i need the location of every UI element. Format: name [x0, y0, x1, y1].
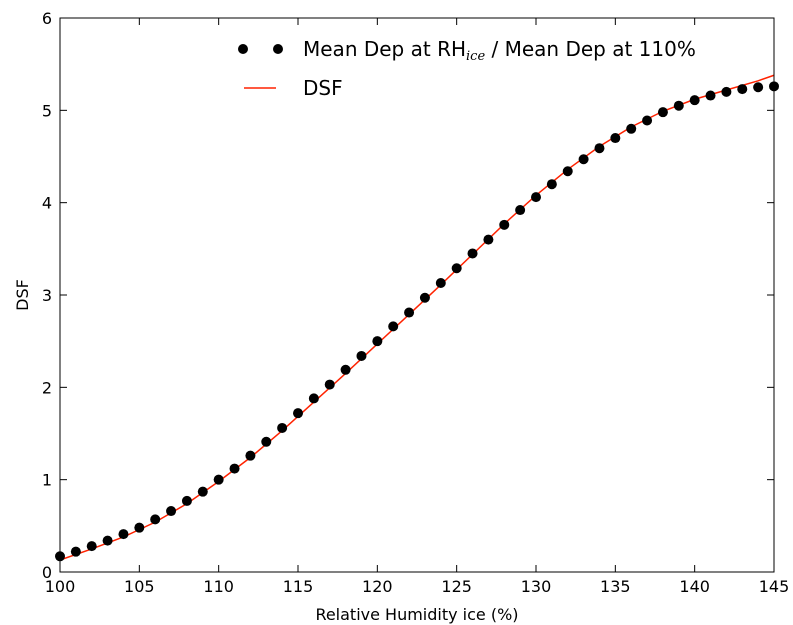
data-point — [181, 495, 192, 506]
data-point — [753, 82, 764, 93]
legend-entry-markers-suffix: / Mean Dep at 110% — [485, 37, 696, 61]
data-point — [451, 263, 462, 274]
x-tick-label: 105 — [124, 577, 155, 596]
x-tick-label: 100 — [45, 577, 76, 596]
data-point — [626, 123, 637, 134]
x-tick-label: 115 — [283, 577, 314, 596]
data-point — [531, 192, 541, 203]
data-point — [419, 292, 430, 303]
data-point — [610, 133, 621, 144]
data-point — [308, 393, 319, 404]
x-tick-label: 135 — [600, 577, 631, 596]
x-tick-label: 110 — [203, 577, 234, 596]
data-point — [737, 84, 748, 95]
data-point — [483, 234, 494, 245]
x-tick-label: 145 — [759, 577, 790, 596]
data-point — [689, 95, 700, 106]
x-tick-label: 130 — [521, 577, 552, 596]
x-tick-label: 125 — [441, 577, 472, 596]
plot-area — [60, 18, 774, 572]
data-point — [118, 529, 129, 540]
data-point — [150, 514, 161, 525]
data-point — [594, 143, 605, 154]
x-axis-label: Relative Humidity ice (%) — [315, 605, 518, 624]
legend-entry-line: DSF — [303, 76, 343, 100]
data-point — [277, 422, 288, 433]
data-point — [499, 219, 510, 230]
data-point — [721, 86, 732, 97]
data-point — [705, 90, 716, 101]
legend-entry-markers: Mean Dep at RHice / Mean Dep at 110% — [303, 37, 696, 64]
data-point — [324, 379, 335, 390]
y-tick-label: 6 — [42, 9, 52, 28]
legend-dot-marker — [273, 44, 283, 54]
data-point — [515, 205, 526, 216]
y-tick-label: 0 — [42, 563, 52, 582]
data-point — [134, 522, 145, 533]
data-point — [293, 408, 303, 419]
data-point — [86, 541, 97, 552]
data-point — [657, 107, 668, 118]
data-point — [229, 463, 240, 474]
data-point — [578, 154, 589, 165]
legend: Mean Dep at RHice / Mean Dep at 110% DSF — [238, 37, 696, 100]
data-point — [642, 115, 653, 126]
x-tick-label: 120 — [362, 577, 393, 596]
data-point — [546, 179, 557, 190]
y-tick-label: 3 — [42, 286, 52, 305]
data-point — [102, 535, 113, 546]
data-point — [404, 307, 415, 318]
data-point — [166, 506, 177, 517]
y-axis-label: DSF — [13, 279, 32, 311]
data-point — [213, 474, 224, 485]
data-point — [340, 364, 351, 375]
ticks-layer: 100 105 110 115 120 125 130 135 140 145 0 1 2 3 4 5 6 — [42, 9, 789, 596]
data-point — [673, 100, 684, 111]
legend-entry-markers-prefix: Mean Dep at RH — [303, 37, 466, 61]
data-point — [435, 277, 446, 288]
y-tick-label: 5 — [42, 101, 52, 120]
legend-dot-marker — [238, 44, 248, 54]
data-point — [245, 450, 256, 461]
data-point — [388, 321, 399, 332]
points-layer — [55, 81, 779, 562]
data-point — [197, 486, 208, 497]
data-point — [372, 336, 383, 347]
x-tick-label: 140 — [679, 577, 710, 596]
data-point — [356, 350, 367, 361]
data-point — [70, 546, 81, 557]
data-point — [562, 166, 573, 177]
y-tick-label: 2 — [42, 378, 52, 397]
legend-entry-markers-subscript: ice — [466, 49, 485, 64]
data-point — [467, 248, 478, 259]
y-tick-label: 4 — [42, 194, 52, 213]
y-tick-label: 1 — [42, 471, 52, 490]
data-point — [261, 436, 272, 447]
